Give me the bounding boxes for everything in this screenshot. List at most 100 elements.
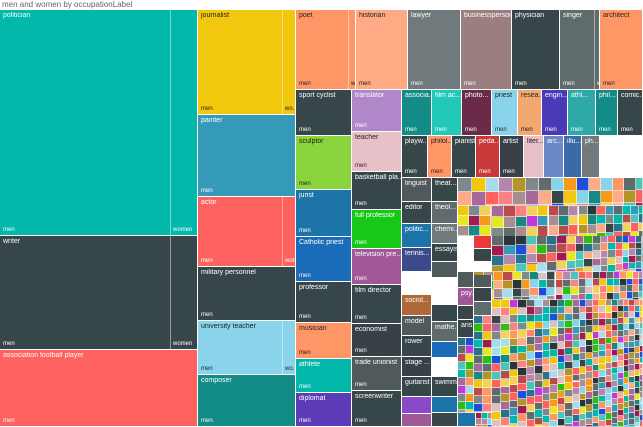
tile-film-ac[interactable]: film ac... men: [432, 90, 462, 136]
mosaic-tile: [537, 226, 549, 237]
tile-actor[interactable]: actor women men: [198, 197, 296, 267]
tile-sociol[interactable]: sociol...: [402, 295, 432, 316]
tile-theol[interactable]: theol...: [432, 202, 458, 224]
tile-politician[interactable]: politician women men: [0, 10, 198, 236]
tile-catholic-priest[interactable]: Catholic priest men: [296, 237, 352, 282]
tile-businessperson[interactable]: businessperson men: [461, 10, 512, 90]
tile-mathe[interactable]: mathe...: [432, 322, 458, 342]
mosaic-tile: [564, 204, 577, 206]
mosaic-tile: [534, 366, 543, 374]
tile-diplomat[interactable]: diplomat men: [296, 393, 352, 427]
tile-comic[interactable]: comic... men: [618, 90, 643, 136]
tile-physician[interactable]: physician men: [512, 10, 560, 90]
tile-bas[interactable]: [458, 306, 474, 320]
tile-poet[interactable]: poet women men: [296, 10, 356, 90]
tile-label: photo...: [465, 92, 489, 99]
mosaic-tile: [579, 333, 587, 341]
tile-bullfig[interactable]: [432, 413, 458, 427]
mosaic-tile: [605, 331, 612, 338]
tile-film-director[interactable]: film director men: [352, 285, 402, 324]
tile-essayist[interactable]: essayist: [432, 244, 458, 262]
tile-voi[interactable]: [474, 288, 492, 302]
mosaic-tile: [593, 293, 601, 300]
mosaic-tile: [492, 236, 504, 246]
tile-composer[interactable]: composer men: [198, 375, 296, 427]
tile-judge[interactable]: [458, 413, 476, 427]
tile-philol[interactable]: philol... men: [428, 136, 452, 178]
tile-trade-unionist[interactable]: trade unionist men: [352, 357, 402, 391]
tile-art-hi[interactable]: [402, 414, 432, 427]
mosaic-tile: [558, 391, 566, 399]
tile-novelist[interactable]: [432, 397, 458, 413]
tile-guitarist[interactable]: guitarist: [402, 377, 432, 397]
tile-association-football-player[interactable]: association football player men: [0, 350, 198, 427]
tile-ph[interactable]: ph...: [582, 136, 600, 178]
tile-associa[interactable]: associa... men: [402, 90, 432, 136]
tile-psy[interactable]: psy...: [458, 288, 474, 306]
men-label: men: [355, 240, 367, 246]
tile-politic[interactable]: politic...: [402, 224, 432, 248]
tile-illu[interactable]: illu...: [564, 136, 582, 178]
tile-musician[interactable]: musician men: [296, 323, 352, 359]
tile-peda[interactable]: peda... men: [476, 136, 500, 178]
mosaic-tile: [526, 263, 538, 272]
tile-lawyer[interactable]: lawyer men: [408, 10, 461, 90]
tile-stage[interactable]: stage ...: [402, 357, 432, 377]
tile-jurist[interactable]: jurist men: [296, 190, 352, 237]
tile-linguist[interactable]: linguist: [402, 178, 432, 202]
tile-playw[interactable]: playw... men: [402, 136, 428, 178]
tile-singer[interactable]: singer women men: [560, 10, 600, 90]
tile-theat[interactable]: theat...: [432, 178, 458, 202]
tile-writer[interactable]: writer women men: [0, 236, 198, 350]
tile-journalist[interactable]: journalist wo... men: [198, 10, 296, 115]
tile-photo[interactable]: photo... men: [462, 90, 492, 136]
tile-pianist[interactable]: pianist men: [452, 136, 476, 178]
tile-label: artist: [503, 138, 519, 145]
tile-architect[interactable]: architect men: [600, 10, 643, 90]
tile-sculptor[interactable]: sculptor men: [296, 136, 352, 190]
tile-model[interactable]: model: [402, 316, 432, 336]
tile-acti[interactable]: [474, 275, 492, 288]
mosaic-tile: [563, 294, 572, 300]
tile-rower[interactable]: rower: [402, 336, 432, 357]
tile-resea[interactable]: resea... men: [518, 90, 542, 136]
tile-espe[interactable]: [432, 342, 458, 358]
tile-phil[interactable]: phil... men: [596, 90, 618, 136]
tile-sport-cyclist[interactable]: sport cyclist men: [296, 90, 352, 136]
tile-label: resea...: [521, 92, 541, 99]
tile-historian[interactable]: historian men: [356, 10, 408, 90]
tile-basketball-pla[interactable]: basketball pla... men: [352, 172, 402, 210]
tile-swimm[interactable]: swimm...: [432, 377, 458, 397]
tile-economist[interactable]: economist men: [352, 324, 402, 357]
tile-athl[interactable]: athl... men: [568, 90, 596, 136]
tile-music[interactable]: [432, 305, 458, 322]
tile-full-professor[interactable]: full professor men: [352, 210, 402, 249]
mosaic-tile: [611, 386, 618, 393]
tile-editor[interactable]: editor: [402, 202, 432, 224]
tile-civ[interactable]: [474, 302, 492, 316]
tile-artist[interactable]: artist men: [500, 136, 524, 178]
tile-university-teacher[interactable]: university teacher wo... men: [198, 321, 296, 375]
tile-liter[interactable]: liter...: [524, 136, 544, 178]
tile-television-pre[interactable]: television pre... men: [352, 249, 402, 285]
tile-film-p[interactable]: [402, 397, 432, 414]
tile-drawer[interactable]: [474, 236, 492, 249]
tile-op[interactable]: [474, 249, 492, 262]
tile-chemi[interactable]: chemi...: [432, 224, 458, 244]
tile-engin[interactable]: engin... men: [542, 90, 568, 136]
tile-translator[interactable]: translator men: [352, 90, 402, 132]
tile-tennis[interactable]: tennis...: [402, 248, 432, 272]
mosaic-tile: [558, 419, 566, 427]
tile-military-personnel[interactable]: military personnel men: [198, 267, 296, 321]
tile-professor[interactable]: professor men: [296, 282, 352, 323]
tile-teacher[interactable]: teacher men: [352, 132, 402, 172]
tile-label: politician: [3, 12, 31, 19]
tile-explorer[interactable]: [432, 262, 458, 278]
tile-chi[interactable]: [458, 272, 474, 288]
tile-screenwriter[interactable]: screenwriter men: [352, 391, 402, 427]
tile-aris[interactable]: aris...: [458, 320, 474, 338]
tile-priest[interactable]: priest men: [492, 90, 518, 136]
tile-painter[interactable]: painter men: [198, 115, 296, 197]
tile-arc[interactable]: arc...: [544, 136, 564, 178]
tile-athlete[interactable]: athlete men: [296, 359, 352, 393]
